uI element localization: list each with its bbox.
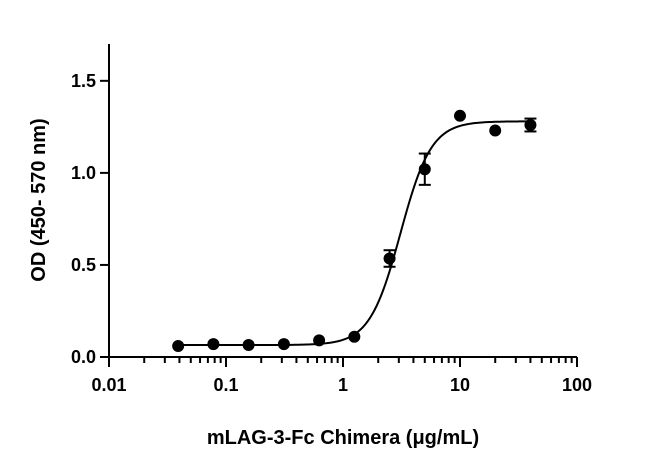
y-tick-label: 0.5 xyxy=(71,255,96,275)
data-point xyxy=(242,339,255,352)
x-tick-label: 1 xyxy=(338,375,348,395)
data-point xyxy=(418,163,431,176)
data-point xyxy=(524,119,537,132)
x-tick-label: 10 xyxy=(450,375,470,395)
data-point xyxy=(489,124,502,137)
error-bars xyxy=(383,117,537,268)
data-point xyxy=(207,338,220,351)
data-point xyxy=(348,330,361,343)
data-point xyxy=(313,334,326,347)
y-tick-label: 1.0 xyxy=(71,163,96,183)
axes xyxy=(108,44,577,358)
fit-curve xyxy=(178,120,531,347)
data-point xyxy=(172,339,185,352)
y-tick-label: 0.0 xyxy=(71,347,96,367)
y-axis-label: OD (450- 570 nm) xyxy=(28,118,50,281)
data-point xyxy=(454,109,466,122)
y-tick-label: 1.5 xyxy=(71,71,96,91)
x-tick-label: 0.01 xyxy=(91,375,126,395)
x-axis-label: mLAG-3-Fc Chimera (μg/mL) xyxy=(207,427,479,449)
x-tick-label: 100 xyxy=(562,375,592,395)
x-ticks: 0.01 0.1 1 10 100 xyxy=(91,357,592,395)
data-point xyxy=(383,252,396,265)
x-tick-label: 0.1 xyxy=(213,375,238,395)
plot-area xyxy=(172,109,537,352)
y-ticks: 0.0 0.5 1.0 1.5 xyxy=(71,71,109,367)
data-points xyxy=(172,109,537,352)
data-point xyxy=(277,338,290,351)
